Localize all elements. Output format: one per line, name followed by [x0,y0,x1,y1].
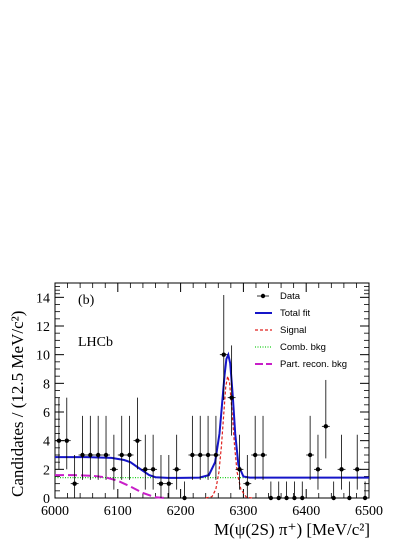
data-point [80,452,85,458]
x-tick-label: 6100 [104,504,132,519]
x-tick-label: 6000 [41,504,69,519]
data-point [119,452,124,458]
data-point [64,438,69,443]
data-point [347,495,352,501]
y-tick-label: 2 [43,463,50,478]
y-tick-label: 12 [36,320,50,335]
data-point [111,467,117,472]
data-points [55,295,369,501]
legend-signal-label: Signal [280,325,306,336]
x-tick-label: 6400 [292,504,320,519]
legend-entry-signal: Signal [255,325,306,336]
data-point [237,467,242,472]
axis-ticks: 6000 6100 6200 6300 6400 6500 0 2 4 6 8 10 12 14 [36,283,383,519]
x-tick-label: 6500 [355,504,383,519]
data-point [166,481,172,486]
y-tick-label: 0 [43,492,50,507]
y-tick-label: 4 [43,435,50,450]
legend-part-recon-label: Part. recon. bkg [280,359,347,370]
data-point [198,452,203,458]
data-point [284,495,289,501]
data-point [103,452,109,458]
data-point [245,481,250,486]
data-point [150,467,156,472]
data-point [229,395,234,400]
data-point [292,495,297,501]
y-tick-label: 10 [36,349,50,364]
y-axis-title: Candidates / (12.5 MeV/c²) [8,311,27,497]
data-point [300,495,305,501]
x-tick-label: 6300 [229,504,257,519]
data-point [276,495,281,501]
data-point [56,438,62,443]
part-recon-bkg-curve [55,474,165,499]
data-point [323,424,329,429]
legend-data-label: Data [280,291,301,302]
data-point [331,495,336,501]
legend-entry-part-recon-bkg: Part. recon. bkg [255,359,347,370]
data-point [190,452,195,458]
data-point [339,467,344,472]
data-point [252,452,258,458]
experiment-label: LHCb [78,335,113,350]
legend-total-fit-label: Total fit [280,308,310,319]
data-point [88,452,93,458]
panel-label: (b) [78,293,95,308]
data-point [260,452,266,458]
y-tick-label: 8 [43,377,50,392]
x-tick-label: 6200 [167,504,195,519]
data-point [221,352,226,357]
data-point [72,481,77,486]
data-point [355,467,360,472]
data-point [307,452,313,458]
legend-comb-bkg-label: Comb. bkg [280,342,326,353]
data-point [174,467,179,472]
data-point [182,495,187,501]
legend-entry-data: Data [257,291,301,302]
data-point [143,467,148,472]
x-axis-title: M(ψ(2S) π⁺) [MeV/c²] [214,520,370,539]
signal-curve [205,376,253,499]
legend-entry-comb-bkg: Comb. bkg [255,342,326,353]
data-point [158,481,164,486]
data-point [213,452,219,458]
total-fit-curve [55,351,369,479]
plot-frame [54,282,370,499]
data-point [268,495,274,501]
data-point [135,438,140,443]
y-tick-label: 6 [43,406,50,421]
data-point [205,452,211,458]
data-point [362,495,368,501]
y-tick-label: 14 [36,291,50,306]
legend: Data Total fit Signal Comb. bkg Part. re… [255,291,347,370]
data-point [315,467,321,472]
legend-entry-total-fit: Total fit [255,308,310,319]
data-point [95,452,101,458]
data-point [127,452,132,458]
